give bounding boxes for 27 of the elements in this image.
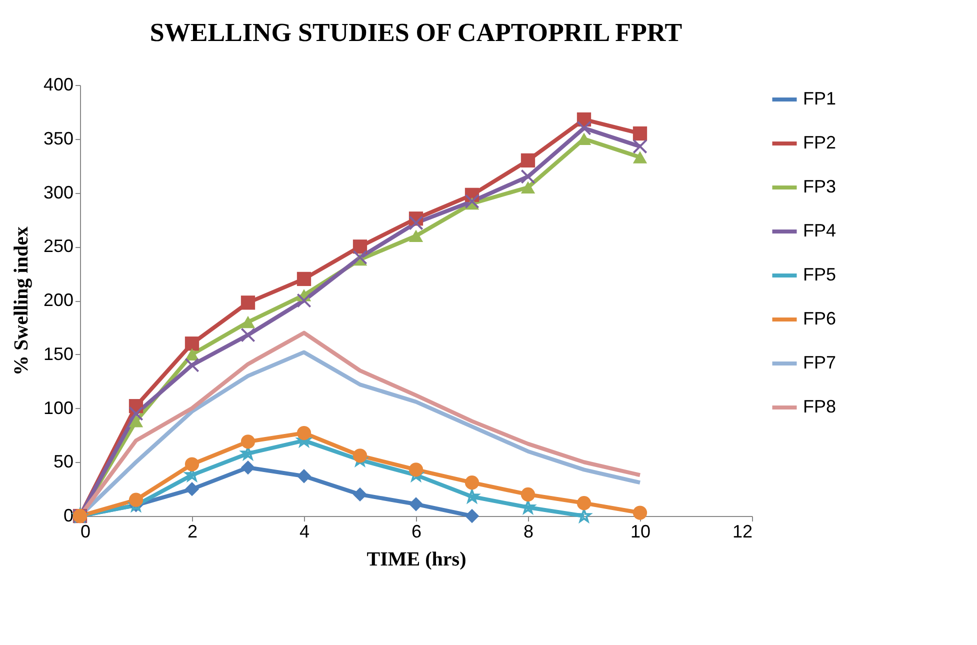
chart-title: SWELLING STUDIES OF CAPTOPRIL FPRT — [150, 18, 682, 47]
x-tick-label: 10 — [630, 522, 651, 542]
legend-label: FP2 — [803, 132, 836, 152]
x-tick-label: 6 — [411, 522, 422, 542]
legend-label: FP7 — [803, 352, 836, 372]
y-tick-label: 150 — [43, 344, 74, 364]
y-tick-label: 200 — [43, 290, 74, 310]
y-tick-label: 400 — [43, 74, 74, 94]
legend-label: FP4 — [803, 220, 836, 240]
legend-label: FP8 — [803, 396, 836, 416]
x-tick-label: 0 — [80, 522, 91, 542]
x-tick-label: 2 — [187, 522, 198, 542]
x-tick-label: 12 — [732, 522, 752, 542]
legend-label: FP1 — [803, 88, 836, 108]
y-tick-label: 50 — [53, 452, 74, 472]
legend-label: FP6 — [803, 308, 836, 328]
x-tick-label: 4 — [299, 522, 310, 542]
y-axis-title: % Swelling index — [10, 226, 32, 376]
x-tick-label: 8 — [523, 522, 534, 542]
legend-label: FP3 — [803, 176, 836, 196]
y-tick-label: 250 — [43, 236, 74, 256]
legend-label: FP5 — [803, 264, 836, 284]
y-tick-label: 100 — [43, 398, 74, 418]
y-tick-label: 350 — [43, 128, 74, 148]
x-axis-title: TIME (hrs) — [366, 548, 466, 570]
y-tick-label: 0 — [63, 506, 74, 526]
y-tick-label: 300 — [43, 182, 74, 202]
